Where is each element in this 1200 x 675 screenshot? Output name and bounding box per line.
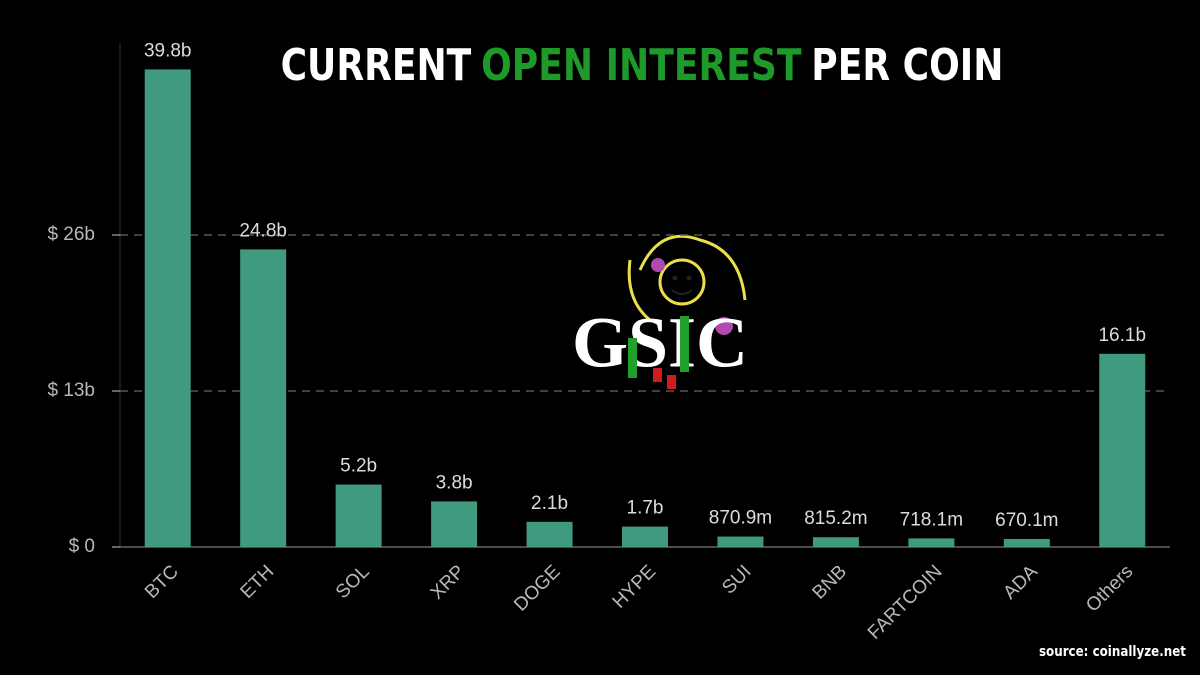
value-label: 5.2b: [340, 456, 377, 477]
title-segment: CURRENT: [281, 41, 472, 91]
bar: [1099, 353, 1146, 547]
value-label: 870.9m: [709, 508, 772, 529]
x-tick-label: BTC: [141, 561, 183, 603]
bar: [144, 69, 191, 548]
y-tick-label: $ 26b: [47, 224, 95, 245]
title-segment: PER COIN: [811, 41, 1003, 91]
value-label: 24.8b: [239, 220, 287, 241]
x-tick-label: XRP: [427, 561, 469, 603]
value-label: 670.1m: [995, 510, 1058, 531]
x-tick-label: BNB: [809, 561, 851, 603]
bar: [812, 537, 859, 547]
bar: [622, 526, 668, 547]
x-tick-label: ADA: [999, 561, 1042, 604]
value-label: 39.8b: [144, 40, 192, 61]
x-tick-label: FARTCOIN: [864, 561, 947, 644]
bar: [526, 521, 573, 547]
value-label: 3.8b: [436, 472, 473, 493]
bar: [240, 249, 287, 547]
y-tick-label: $ 0: [69, 536, 95, 557]
x-tick-label: SOL: [332, 561, 374, 603]
value-label: 2.1b: [531, 493, 568, 514]
bar: [431, 501, 478, 547]
chart-title: CURRENT OPEN INTEREST PER COIN: [281, 41, 1004, 91]
bar: [335, 484, 382, 547]
logo: GSIC: [572, 234, 748, 389]
value-label: 815.2m: [804, 508, 867, 529]
value-label: 16.1b: [1098, 325, 1146, 346]
bar: [1003, 538, 1050, 547]
x-tick-label: Others: [1082, 561, 1137, 616]
x-tick-label: ETH: [237, 561, 279, 603]
value-label: 1.7b: [627, 498, 664, 519]
bar: [717, 536, 764, 547]
x-tick-label: DOGE: [510, 561, 564, 615]
x-tick-label: SUI: [718, 561, 755, 598]
bar: [908, 538, 955, 547]
x-tick-label: HYPE: [609, 561, 660, 612]
title-segment: OPEN INTEREST: [481, 41, 802, 91]
y-tick-label: $ 13b: [47, 380, 95, 401]
value-label: 718.1m: [900, 509, 963, 530]
source-note: source: coinallyze.net: [1039, 644, 1186, 660]
